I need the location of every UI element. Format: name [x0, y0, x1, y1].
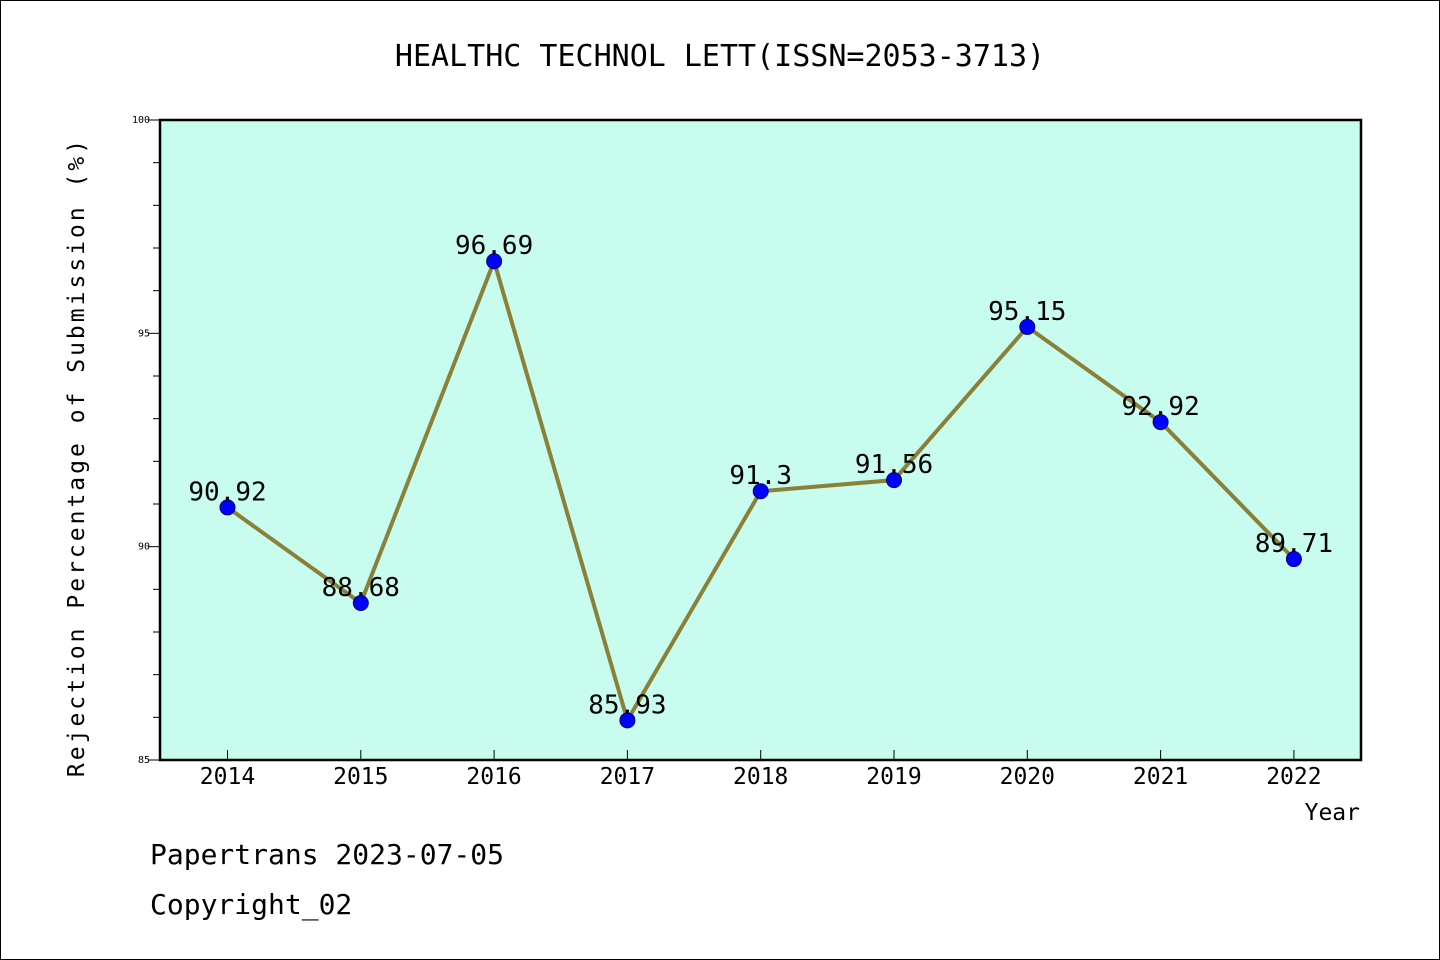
data-point — [886, 472, 902, 489]
data-point — [486, 253, 503, 270]
footer-copyright: Copyright_02 — [150, 888, 352, 922]
footer-date: Papertrans 2023-07-05 — [150, 838, 504, 871]
data-point — [219, 499, 236, 516]
data-label: 91.56 — [855, 450, 933, 480]
data-point — [752, 483, 769, 500]
chart-title: HEALTHC TECHNOL LETT(ISSN=2053-3713) — [395, 39, 1045, 74]
y-tick-label: 85 — [138, 755, 150, 766]
x-tick-label: 2019 — [866, 764, 921, 790]
plot-area — [158, 118, 1363, 762]
data-label: 96.69 — [455, 231, 533, 261]
y-tick-label: 100 — [132, 115, 150, 126]
x-tick-label: 2015 — [333, 764, 388, 790]
data-point — [352, 594, 369, 611]
data-point — [1019, 318, 1036, 335]
x-axis-label: Year — [1305, 800, 1360, 826]
x-axis: 2014 2015 2016 2017 2018 2019 2020 2021 2022 — [200, 750, 1322, 790]
data-label: 88.68 — [322, 573, 400, 603]
data-point — [1285, 551, 1302, 568]
x-tick-label: 2020 — [1000, 764, 1055, 790]
y-tick-label: 90 — [138, 542, 150, 553]
data-label: 95.15 — [988, 297, 1066, 327]
x-tick-label: 2021 — [1133, 764, 1188, 790]
x-tick-label: 2014 — [200, 764, 255, 790]
x-tick-label: 2018 — [733, 764, 788, 790]
data-label: 90.92 — [188, 477, 266, 507]
data-point — [1152, 414, 1169, 431]
y-tick-label: 95 — [138, 328, 150, 339]
data-label: 91.3 — [729, 461, 792, 491]
x-tick-label: 2022 — [1266, 764, 1321, 790]
x-tick-label: 2017 — [600, 764, 655, 790]
series-markers — [219, 253, 1302, 729]
data-point — [619, 712, 636, 729]
data-labels: 90.92 88.68 96.69 85.93 91.3 91.56 95.15 92.92 8… — [188, 231, 1333, 720]
y-axis-label: Rejection Percentage of Submission (%) — [64, 137, 90, 777]
data-label: 85.93 — [588, 690, 666, 720]
x-tick-label: 2016 — [466, 764, 521, 790]
data-label: 89.71 — [1255, 529, 1333, 559]
data-label: 92.92 — [1121, 392, 1199, 422]
y-axis: 85 90 95 100 — [132, 115, 160, 766]
